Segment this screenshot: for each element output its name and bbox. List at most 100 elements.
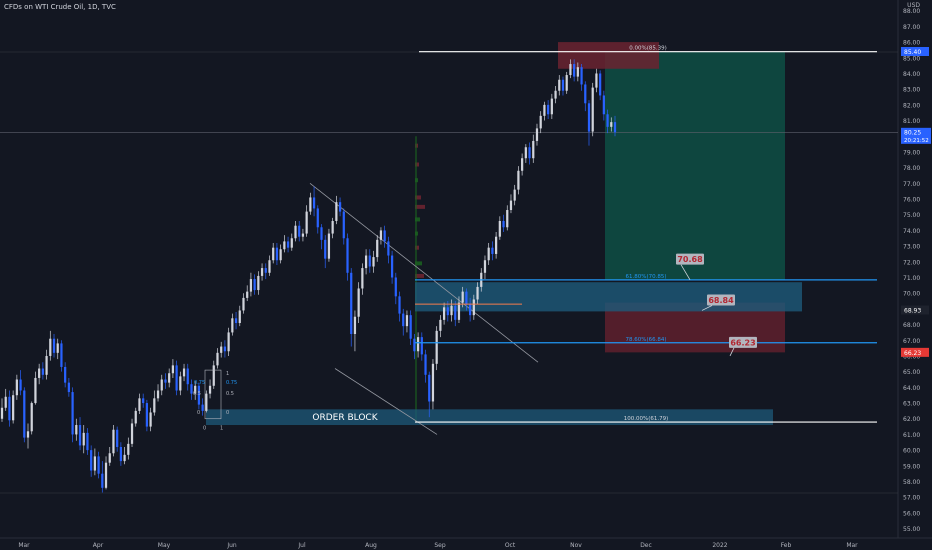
candle [357, 282, 360, 324]
candle-body [116, 429, 119, 447]
candle [190, 379, 193, 400]
candle [338, 197, 342, 217]
candle [0, 398, 4, 422]
candle-body [610, 122, 613, 127]
candle-body [353, 316, 357, 334]
candle [569, 59, 572, 79]
candle [457, 296, 461, 324]
candle-body [283, 241, 286, 250]
candle [543, 101, 546, 121]
candle [528, 142, 531, 165]
candle [513, 184, 516, 206]
candle [93, 448, 96, 476]
candle [97, 451, 100, 479]
candle-body [26, 431, 30, 438]
candle [60, 340, 63, 372]
candle [283, 235, 286, 253]
candle-body [312, 197, 316, 209]
candle-body [320, 227, 323, 240]
mini-fib-label: 1 [220, 426, 223, 432]
candle [246, 285, 249, 302]
candle [223, 340, 227, 358]
candle [160, 374, 163, 396]
y-tick-label: 65.00 [903, 369, 920, 376]
candle-body [405, 315, 409, 327]
x-tick-label: Sep [434, 542, 446, 549]
candle [379, 227, 383, 245]
candle-body [93, 456, 96, 471]
candle-body [64, 366, 67, 383]
candle [145, 399, 149, 432]
candle [272, 242, 275, 264]
y-tick-label: 64.00 [903, 385, 920, 392]
candle-body [431, 363, 435, 402]
candle-body [286, 241, 290, 248]
wedge-lower-line [334, 368, 438, 435]
x-tick-label: Dec [640, 542, 652, 549]
candle [4, 388, 7, 411]
candle-body [149, 412, 152, 427]
fib-level-label: 0.00%(85.39) [629, 46, 667, 52]
candle-body [298, 225, 301, 237]
candle-body [231, 318, 234, 333]
candle-body [19, 379, 22, 391]
candle-body [41, 368, 44, 375]
candle [52, 333, 56, 358]
candle [15, 374, 18, 400]
volume-profile-bar [415, 195, 421, 200]
order-block-zone [206, 409, 773, 426]
demand-zone [415, 282, 802, 312]
candle [424, 349, 427, 383]
candle-body [208, 385, 212, 394]
candle-body [554, 90, 557, 99]
candle [368, 249, 371, 273]
candle [390, 250, 394, 284]
countdown-label: 20:21:52 [904, 138, 929, 144]
x-tick-label: Apr [93, 542, 104, 549]
candle [550, 93, 553, 119]
candle-body [212, 365, 215, 386]
candle [476, 282, 479, 305]
candle-body [153, 398, 156, 413]
y-tick-label: 60.00 [903, 448, 920, 455]
candle [268, 255, 271, 276]
price-tag [901, 47, 929, 57]
candle-body [435, 330, 438, 364]
candle [483, 255, 487, 280]
y-tick-label: 84.00 [903, 71, 920, 78]
candle [56, 338, 59, 360]
candle [286, 236, 290, 253]
candle [275, 242, 279, 265]
candle [19, 370, 22, 396]
candle-body [182, 368, 186, 377]
candle-body [558, 79, 561, 91]
candle [517, 166, 520, 195]
candle-body [123, 454, 126, 462]
candle [238, 305, 241, 327]
candle-body [439, 319, 442, 331]
level-box [707, 294, 735, 306]
candle [134, 407, 137, 427]
candle [23, 387, 26, 443]
candle-body [602, 95, 605, 115]
volume-profile-bar [415, 273, 424, 278]
candle-body [201, 404, 204, 411]
candle-body [60, 343, 63, 367]
level-box [676, 253, 704, 265]
candle-body [539, 115, 542, 129]
symbol-title[interactable]: CFDs on WTI Crude Oil, 1D, TVC [4, 3, 116, 11]
candle-body [547, 104, 550, 115]
candle [558, 75, 561, 96]
mini-fib-label: 0.75 [226, 380, 237, 386]
candle [535, 123, 539, 146]
candle [472, 294, 475, 320]
candle-body [387, 241, 390, 256]
y-tick-label: 70.00 [903, 291, 920, 298]
y-tick-label: 83.00 [903, 87, 920, 94]
candle-body [521, 158, 524, 171]
price-tag-label: 66.23 [904, 350, 921, 357]
candle-body [227, 332, 230, 352]
candle-body [483, 260, 487, 273]
